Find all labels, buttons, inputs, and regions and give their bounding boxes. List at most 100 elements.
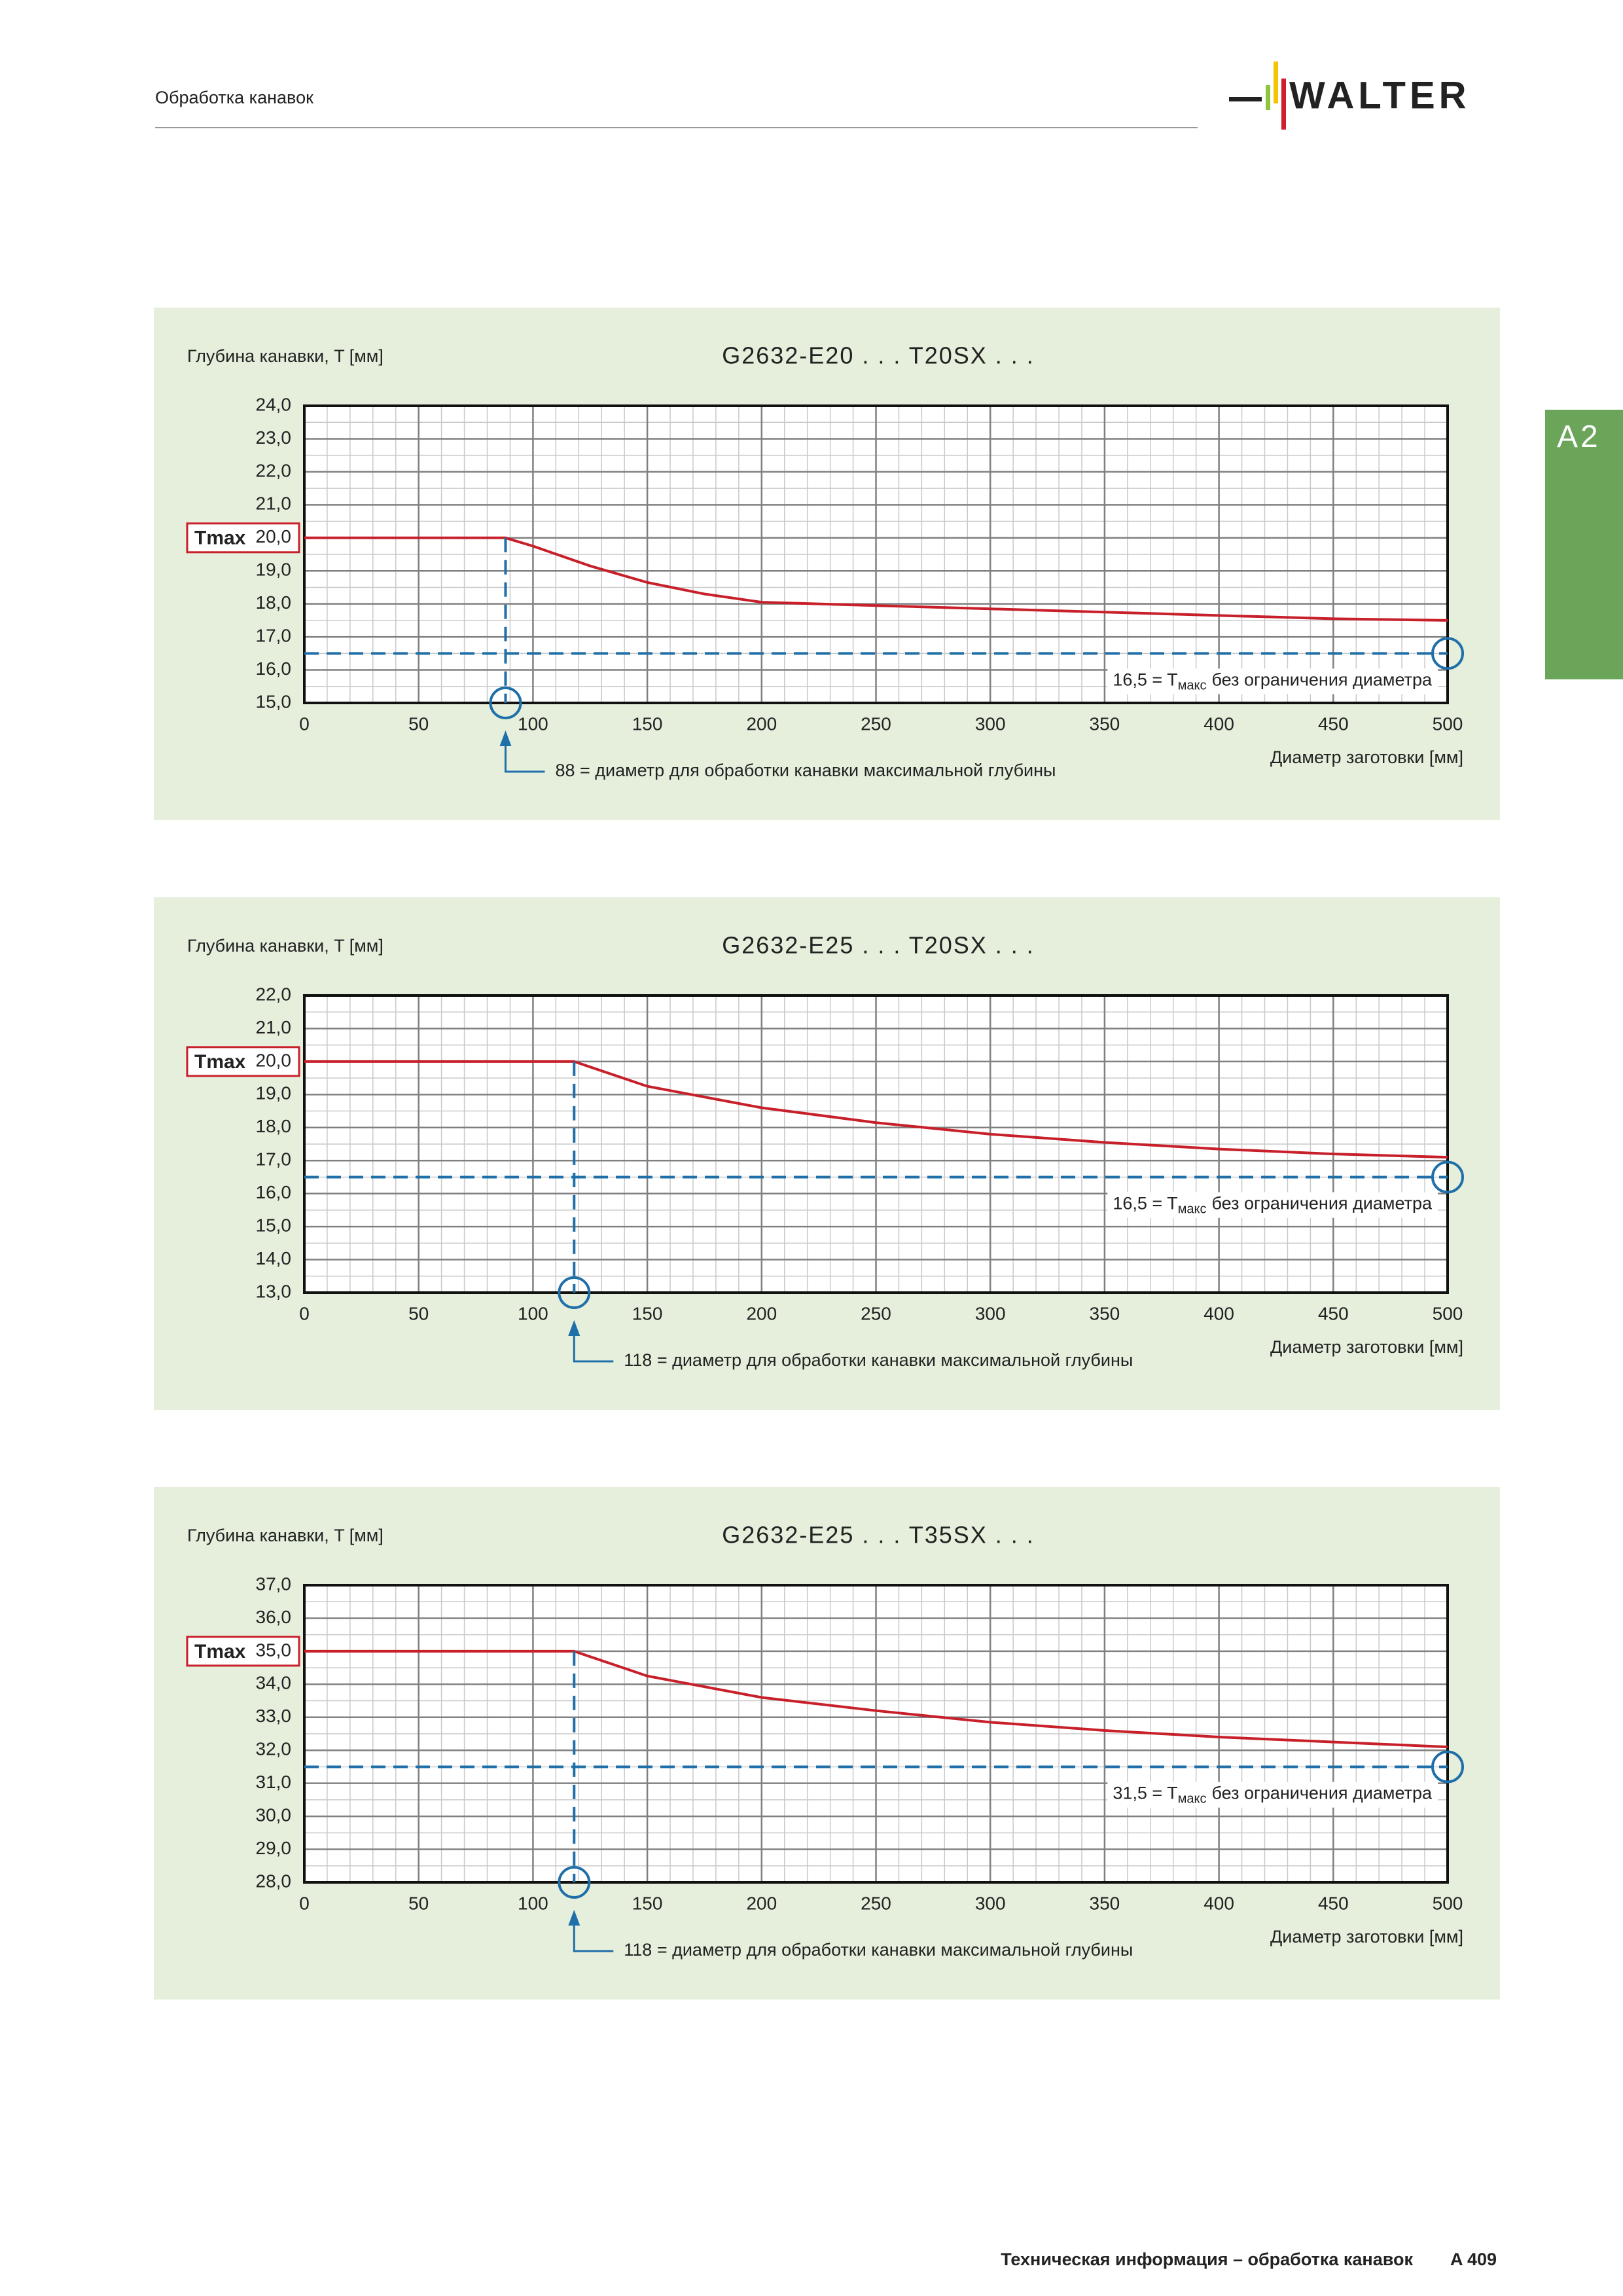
- logo-bar: [1229, 97, 1262, 101]
- x-tick-label: 50: [408, 1893, 429, 1913]
- y-tick-label: 15,0: [256, 1215, 292, 1236]
- arrow-head: [499, 730, 512, 746]
- arrow-shaft: [504, 742, 545, 773]
- tmax-label: Tmax: [194, 1641, 246, 1662]
- x-tick-label: 0: [299, 1303, 310, 1323]
- x-tick-label: 300: [975, 1893, 1006, 1913]
- y-tick-label: 16,0: [256, 1182, 292, 1202]
- x-tick-label: 250: [861, 713, 891, 734]
- x-axis-label: Диаметр заготовки [мм]: [1270, 747, 1463, 767]
- x-tick-label: 300: [975, 713, 1006, 734]
- y-tick-label: 37,0: [256, 1573, 292, 1594]
- y-tick-label: 35,0: [256, 1640, 292, 1660]
- y-tick-label: 32,0: [256, 1739, 292, 1759]
- y-tick-label: 22,0: [256, 984, 292, 1004]
- diameter-marker: [558, 1276, 591, 1309]
- logo-text: WALTER: [1289, 74, 1471, 117]
- x-tick-label: 100: [518, 1893, 548, 1913]
- limit-marker: [1431, 1750, 1464, 1784]
- y-tick-label: 19,0: [256, 1083, 292, 1103]
- data-line: [304, 1060, 1448, 1159]
- x-tick-label: 150: [632, 713, 663, 734]
- tmax-label: Tmax: [194, 1051, 246, 1073]
- logo-bar: [1281, 79, 1286, 130]
- tab-label: A2: [1557, 420, 1601, 454]
- x-tick-label: 150: [632, 1893, 663, 1913]
- diameter-marker: [558, 1866, 591, 1899]
- x-tick-label: 150: [632, 1303, 663, 1323]
- x-tick-label: 50: [408, 713, 429, 734]
- y-tick-label: 31,0: [256, 1772, 292, 1792]
- y-axis-label: Глубина канавки, T [мм]: [187, 346, 383, 366]
- chart-title: G2632-E25 . . . T35SX . . .: [722, 1522, 1035, 1549]
- x-tick-label: 350: [1090, 1893, 1120, 1913]
- tmax-box: [186, 1046, 300, 1077]
- y-tick-label: 15,0: [256, 691, 292, 711]
- chart-panel: Глубина канавки, T [мм] G2632-E25 . . . T…: [154, 897, 1500, 1410]
- diameter-label: 88 = диаметр для обработки канавки макси…: [555, 761, 1056, 780]
- x-tick-label: 400: [1204, 1303, 1234, 1323]
- x-tick-label: 450: [1318, 713, 1349, 734]
- limit-label: 31,5 = Tмакс без ограничения диаметра: [1113, 1784, 1433, 1806]
- section-title: Обработка канавок: [155, 88, 313, 107]
- limit-marker: [1431, 1160, 1464, 1194]
- x-tick-label: 400: [1204, 1893, 1234, 1913]
- x-tick-label: 500: [1433, 713, 1463, 734]
- label-background: [1107, 1782, 1438, 1808]
- arrow-head: [568, 1910, 580, 1926]
- data-line: [304, 1649, 1448, 1749]
- x-tick-label: 350: [1090, 713, 1120, 734]
- y-tick-label: 30,0: [256, 1805, 292, 1825]
- y-tick-label: 28,0: [256, 1871, 292, 1891]
- y-tick-label: 24,0: [256, 394, 292, 414]
- chart-panel: Глубина канавки, T [мм] G2632-E20 . . . T…: [154, 308, 1500, 820]
- footer-text: Техническая информация – обработка канав…: [1001, 2250, 1413, 2269]
- y-tick-label: 13,0: [256, 1281, 292, 1301]
- plot-frame: [303, 404, 1449, 704]
- section-tab: A2: [1545, 410, 1623, 679]
- label-background: [1107, 668, 1438, 694]
- arrow-head: [568, 1320, 580, 1336]
- x-tick-label: 450: [1318, 1303, 1349, 1323]
- x-tick-label: 100: [518, 1303, 548, 1323]
- limit-label: 16,5 = Tмакс без ограничения диаметра: [1113, 1194, 1433, 1217]
- limit-label-main: 31,5 = T: [1113, 1784, 1177, 1803]
- chart-title: G2632-E25 . . . T20SX . . .: [722, 932, 1035, 959]
- limit-label-rest: без ограничения диаметра: [1212, 1784, 1433, 1803]
- y-tick-label: 20,0: [256, 1050, 292, 1070]
- y-tick-label: 21,0: [256, 493, 292, 514]
- y-tick-label: 20,0: [256, 526, 292, 547]
- y-tick-label: 17,0: [256, 626, 292, 646]
- tmax-box: [186, 1636, 300, 1667]
- x-axis-label: Диаметр заготовки [мм]: [1270, 1337, 1463, 1357]
- y-tick-label: 17,0: [256, 1149, 292, 1170]
- x-tick-label: 250: [861, 1893, 891, 1913]
- x-tick-label: 50: [408, 1303, 429, 1323]
- y-tick-label: 18,0: [256, 1116, 292, 1136]
- limit-label: 16,5 = Tмакс без ограничения диаметра: [1113, 670, 1433, 692]
- y-axis-label: Глубина канавки, T [мм]: [187, 936, 383, 956]
- data-line: [304, 536, 1448, 622]
- y-tick-label: 21,0: [256, 1017, 292, 1037]
- logo-bar: [1274, 62, 1278, 103]
- diameter-label: 118 = диаметр для обработки канавки макс…: [624, 1940, 1133, 1960]
- plot-frame: [303, 1584, 1449, 1884]
- limit-label-rest: без ограничения диаметра: [1212, 1194, 1433, 1213]
- diameter-label: 118 = диаметр для обработки канавки макс…: [624, 1350, 1133, 1370]
- y-tick-label: 18,0: [256, 592, 292, 613]
- limit-marker: [1431, 637, 1464, 670]
- logo: WALTER: [1229, 62, 1471, 130]
- limit-label-sub: макс: [1178, 679, 1207, 693]
- y-tick-label: 33,0: [256, 1706, 292, 1726]
- x-tick-label: 500: [1433, 1303, 1463, 1323]
- x-tick-label: 0: [299, 1893, 310, 1913]
- page-number: A 409: [1450, 2250, 1497, 2269]
- arrow-shaft: [573, 1332, 614, 1363]
- limit-label-sub: макс: [1178, 1202, 1207, 1217]
- logo-bar: [1266, 85, 1270, 110]
- x-tick-label: 100: [518, 713, 548, 734]
- chart-title: G2632-E20 . . . T20SX . . .: [722, 342, 1035, 369]
- x-tick-label: 400: [1204, 713, 1234, 734]
- x-tick-label: 250: [861, 1303, 891, 1323]
- diameter-marker: [489, 687, 522, 719]
